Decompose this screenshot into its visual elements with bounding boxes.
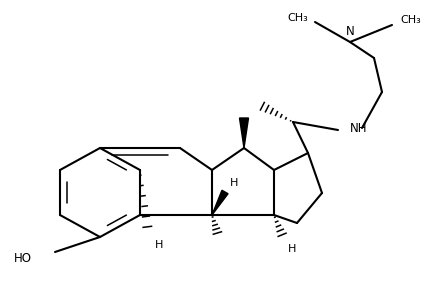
- Text: N: N: [346, 25, 354, 38]
- Text: CH₃: CH₃: [287, 13, 308, 23]
- Polygon shape: [212, 190, 228, 215]
- Text: H: H: [288, 244, 296, 254]
- Polygon shape: [240, 118, 249, 148]
- Text: CH₃: CH₃: [400, 15, 421, 25]
- Text: NH: NH: [350, 121, 368, 135]
- Text: H: H: [155, 240, 163, 250]
- Text: H: H: [230, 178, 238, 188]
- Text: HO: HO: [14, 252, 32, 264]
